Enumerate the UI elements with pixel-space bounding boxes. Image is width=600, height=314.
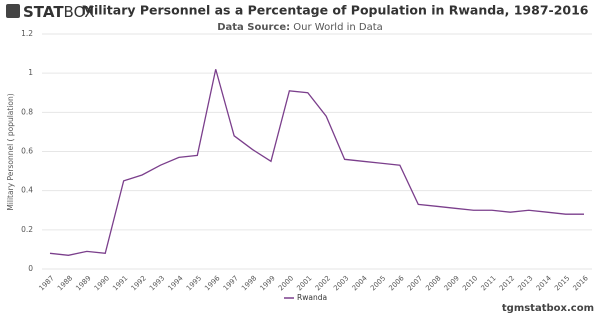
x-tick-label: 1989 — [74, 274, 92, 292]
x-tick-label: 2009 — [443, 274, 461, 292]
logo-icon — [6, 4, 20, 18]
x-tick-label: 1993 — [148, 274, 166, 292]
x-tick-label: 2014 — [535, 274, 554, 293]
x-tick-label: 1995 — [185, 274, 203, 292]
x-tick-label: 2010 — [461, 274, 479, 292]
logo-first: STAT — [23, 3, 64, 21]
x-tick-label: 2003 — [332, 274, 350, 292]
data-line — [49, 69, 584, 256]
chart-subtitle: Data Source: Our World in Data — [217, 22, 383, 33]
x-tick-label: 2008 — [424, 274, 442, 292]
footer: tgmstatbox.com — [502, 303, 594, 314]
y-tick-label: 0.6 — [21, 147, 33, 156]
chart-title: Military Personnel as a Percentage of Po… — [82, 3, 589, 18]
x-tick-label: 2011 — [479, 274, 497, 292]
x-tick-label: 2000 — [277, 274, 295, 292]
x-tick-label: 1996 — [203, 274, 222, 293]
subtitle-text: Our World in Data — [293, 22, 383, 33]
subtitle-label: Data Source: — [217, 22, 290, 33]
x-tick-label: 2013 — [516, 274, 534, 292]
x-tick-label: 2005 — [369, 274, 387, 292]
y-tick-label: 0.2 — [21, 225, 33, 234]
y-tick-label: 1.2 — [21, 29, 33, 38]
x-tick-label: 2015 — [553, 274, 571, 292]
x-tick-label: 2002 — [314, 274, 332, 292]
y-tick-label: 0.8 — [21, 107, 33, 116]
x-tick-label: 1999 — [259, 274, 277, 292]
legend-label: Rwanda — [297, 293, 327, 302]
x-tick-label: 1992 — [130, 274, 148, 292]
x-tick-label: 2016 — [572, 274, 591, 293]
logo-text: STATBOX — [23, 3, 95, 21]
x-tick-label: 2007 — [406, 274, 424, 292]
logo: STATBOX — [6, 3, 95, 21]
x-tick-label: 1988 — [56, 274, 74, 292]
x-tick-label: 2001 — [295, 274, 313, 292]
x-tick-label: 2012 — [498, 274, 516, 292]
logo-second: BOX — [64, 3, 95, 21]
y-tick-label: 0 — [28, 264, 33, 273]
x-tick-label: 1991 — [111, 274, 129, 292]
x-tick-label: 1987 — [38, 274, 56, 292]
x-tick-label: 2006 — [387, 274, 406, 293]
y-tick-label: 0.4 — [21, 186, 33, 195]
y-tick-label: 1 — [28, 68, 33, 77]
x-tick-label: 1997 — [222, 274, 240, 292]
x-tick-label: 1998 — [240, 274, 258, 292]
y-axis-label: Military Personnel ( population) — [6, 93, 15, 210]
x-tick-label: 1990 — [93, 274, 111, 292]
x-tick-label: 2004 — [351, 274, 370, 293]
x-tick-label: 1994 — [166, 274, 185, 293]
